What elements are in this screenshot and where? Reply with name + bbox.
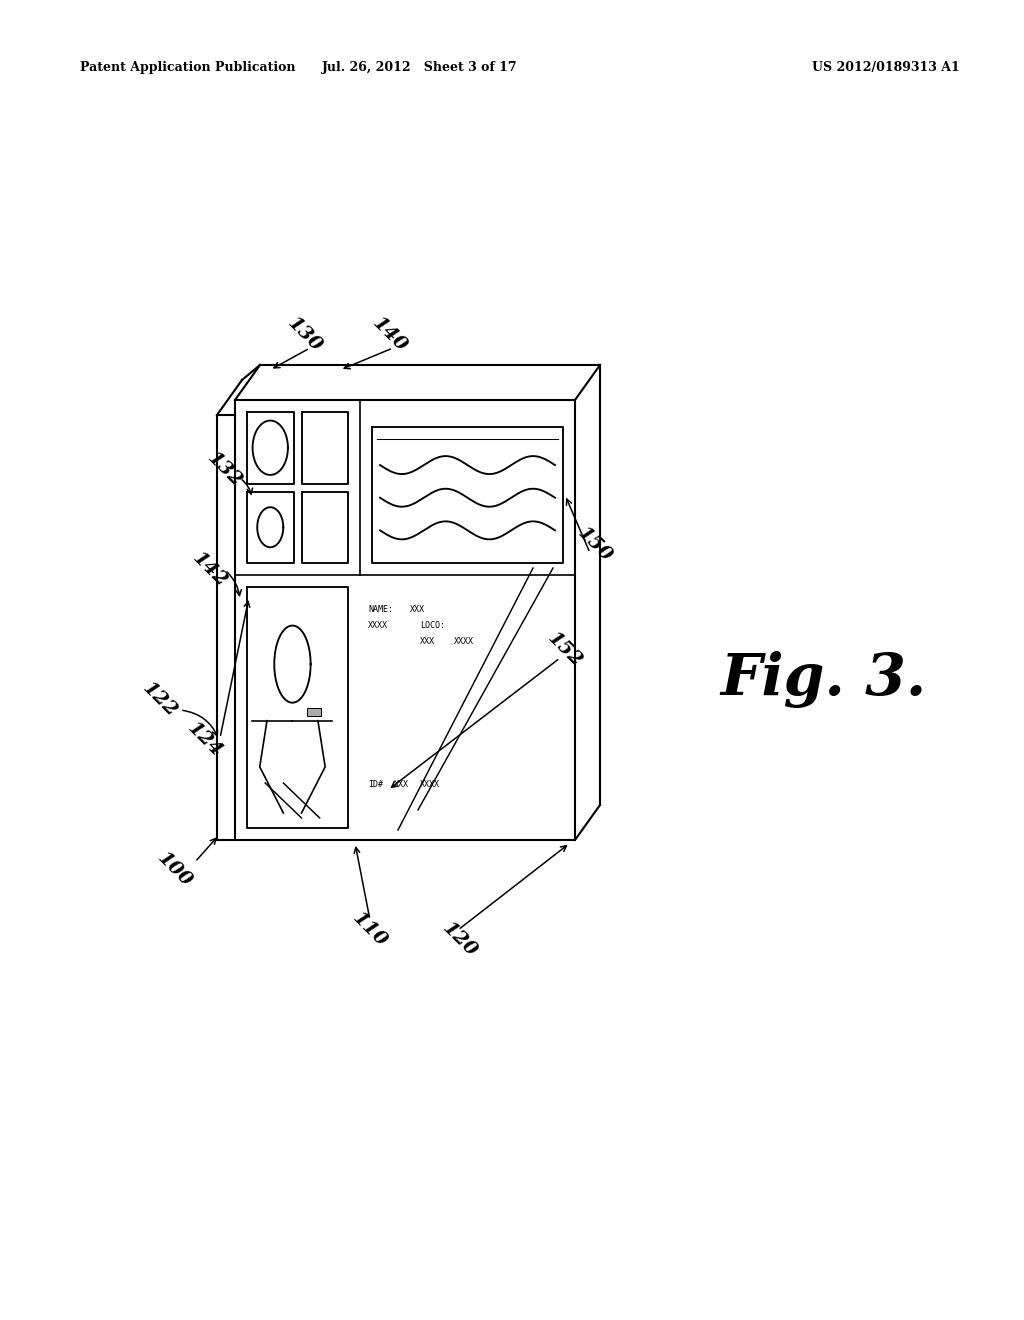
Text: 132: 132 [204, 449, 246, 491]
Text: ID#: ID# [368, 780, 383, 789]
Text: Patent Application Publication: Patent Application Publication [80, 62, 296, 74]
Text: 120: 120 [439, 919, 481, 961]
Text: XXXX: XXXX [454, 638, 474, 645]
Text: LOCO:: LOCO: [420, 620, 445, 630]
Text: 130: 130 [285, 314, 326, 356]
Text: XXXX: XXXX [420, 780, 440, 789]
Text: XXXX: XXXX [368, 620, 388, 630]
Text: 100: 100 [155, 849, 196, 891]
Text: US 2012/0189313 A1: US 2012/0189313 A1 [812, 62, 961, 74]
Text: Fig. 3.: Fig. 3. [720, 652, 927, 709]
Text: 110: 110 [349, 909, 391, 950]
Text: XXX: XXX [410, 605, 425, 614]
Bar [307, 708, 321, 715]
Text: 140: 140 [370, 314, 411, 356]
Text: 124: 124 [184, 719, 226, 760]
Text: 150: 150 [574, 524, 615, 566]
Text: 122: 122 [139, 680, 181, 721]
Text: 142: 142 [189, 549, 230, 591]
Text: NAME:: NAME: [368, 605, 393, 614]
Text: Jul. 26, 2012   Sheet 3 of 17: Jul. 26, 2012 Sheet 3 of 17 [323, 62, 518, 74]
Text: 152: 152 [544, 630, 586, 671]
Text: XXX: XXX [394, 780, 409, 789]
Text: XXX: XXX [420, 638, 435, 645]
